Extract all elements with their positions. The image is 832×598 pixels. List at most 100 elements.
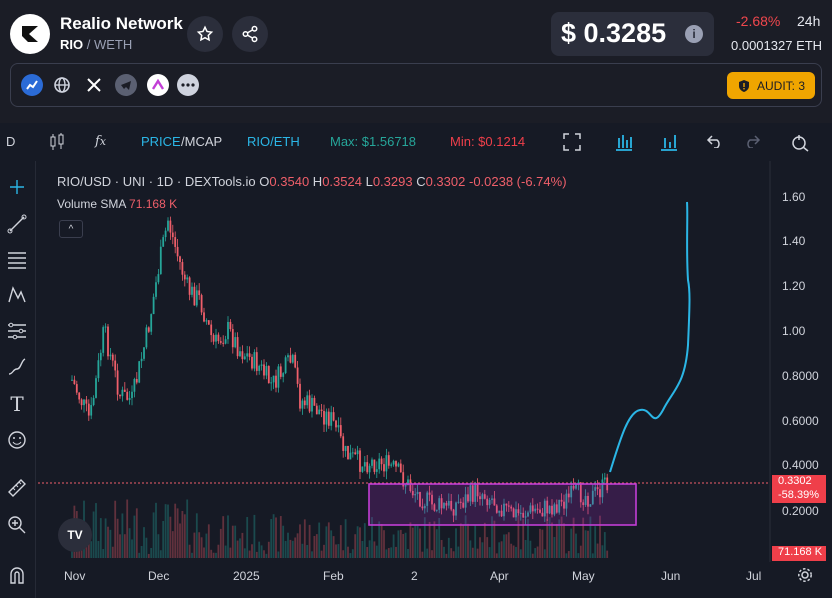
candle-body [582, 502, 585, 506]
volume-bar [97, 541, 100, 558]
volume-bar [294, 537, 297, 558]
volume-bar [188, 544, 191, 558]
undo-icon[interactable] [706, 134, 724, 148]
horizontal-lines-tool-icon[interactable] [5, 247, 29, 271]
interval-selector[interactable]: D [6, 134, 16, 149]
fullscreen-icon[interactable] [563, 133, 581, 151]
volume-bar [459, 523, 462, 558]
candle-body [517, 509, 520, 514]
brush-tool-icon[interactable] [5, 355, 29, 379]
candle-body [150, 314, 153, 332]
volume-bar [402, 533, 405, 558]
compare-icon[interactable] [659, 132, 679, 152]
candle-body [553, 504, 556, 515]
price-toggle[interactable]: PRICE [141, 134, 181, 149]
pair-toggle[interactable]: RIO/ETH [247, 134, 300, 149]
x-icon[interactable] [83, 74, 105, 96]
candle-body [272, 375, 275, 383]
candle-body [457, 501, 460, 503]
pattern-tool-icon[interactable] [5, 283, 29, 307]
replay-icon[interactable] [790, 132, 810, 152]
trend-line-tool-icon[interactable] [5, 212, 29, 236]
volume-bar [404, 532, 407, 558]
volume-bar [123, 534, 126, 558]
website-stats-icon[interactable] [21, 74, 43, 96]
dextools-icon[interactable] [147, 74, 169, 96]
volume-bar [121, 513, 124, 558]
volume-bar [133, 515, 136, 558]
symbol-label: RIO/USD · UNI · 1D · DEXTools.io [57, 174, 256, 189]
volume-bar [251, 544, 253, 558]
volume-bar [99, 518, 102, 558]
volume-bar [440, 539, 443, 558]
telegram-icon[interactable] [115, 74, 137, 96]
candle-body [378, 458, 381, 470]
candle-body [361, 466, 364, 472]
redo-icon[interactable] [743, 134, 761, 148]
globe-icon[interactable] [51, 74, 73, 96]
candle-type-icon[interactable] [48, 132, 66, 152]
volume-bar [606, 550, 609, 558]
volume-bar [493, 520, 496, 558]
candle-body [419, 491, 421, 507]
volume-bar [443, 546, 445, 558]
candle-body [443, 503, 445, 509]
candle-body [407, 479, 409, 485]
collapse-legend-button[interactable]: ^ [59, 220, 83, 238]
volume-bar [301, 543, 304, 558]
candle-body [551, 505, 553, 515]
candle-body [399, 463, 402, 473]
zoom-tool-icon[interactable] [5, 513, 29, 537]
volume-bar [483, 522, 486, 558]
fib-tool-icon[interactable] [5, 319, 29, 343]
magnet-tool-icon[interactable] [5, 563, 29, 587]
volume-bar [306, 545, 309, 558]
candle-body [426, 492, 429, 506]
candle-body [267, 366, 270, 384]
candle-body [440, 498, 443, 509]
volume-bar [491, 516, 493, 558]
candle-body [217, 334, 220, 342]
chart-settings-gear-icon[interactable] [797, 567, 813, 583]
price-box: $ 0.3285 i [551, 12, 714, 56]
volume-bar [416, 525, 419, 558]
candle-body [373, 459, 376, 472]
share-button[interactable] [232, 16, 268, 52]
volume-bar [541, 529, 544, 558]
volume-bar [107, 526, 109, 558]
candle-body [119, 394, 121, 397]
ruler-tool-icon[interactable] [5, 476, 29, 500]
volume-bar [92, 511, 95, 558]
candle-body [327, 411, 330, 426]
volume-bar [119, 534, 121, 558]
emoji-tool-icon[interactable] [5, 428, 29, 452]
audit-button[interactable]: AUDIT: 3 [727, 72, 815, 99]
volume-bar [212, 552, 215, 558]
favorite-star-button[interactable] [187, 16, 223, 52]
candle-body [541, 512, 544, 517]
volume-bar [203, 547, 205, 558]
ohlc-legend: RIO/USD · UNI · 1D · DEXTools.io O0.3540… [57, 174, 567, 189]
volume-bar [555, 523, 558, 558]
volume-bar [447, 537, 450, 558]
chart-layout-icon[interactable] [614, 132, 634, 152]
volume-bar [279, 516, 282, 558]
candle-body [246, 353, 249, 357]
volume-bar [191, 552, 193, 558]
candle-body [375, 469, 378, 472]
volume-bar [200, 537, 203, 558]
volume-bar [411, 527, 414, 558]
volume-bar [428, 521, 431, 558]
mcap-toggle[interactable]: /MCAP [181, 134, 223, 149]
crosshair-tool-icon[interactable] [5, 175, 29, 199]
x-tick-label: Apr [490, 569, 509, 583]
volume-bar [539, 528, 541, 558]
indicators-icon[interactable]: fx [95, 134, 106, 149]
text-tool-icon[interactable]: T [10, 392, 24, 416]
candle-body [131, 391, 133, 399]
candle-body [339, 425, 342, 437]
volume-bar [114, 500, 117, 558]
info-icon[interactable]: i [685, 25, 703, 43]
more-icon[interactable] [177, 74, 199, 96]
